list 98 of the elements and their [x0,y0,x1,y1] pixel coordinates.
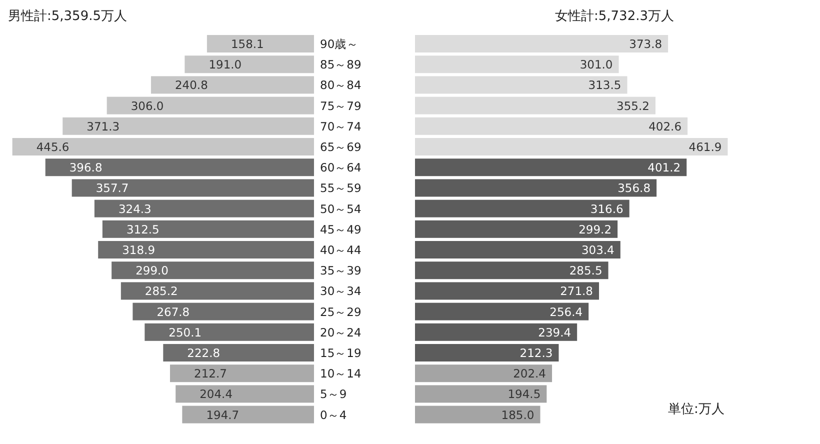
bar [415,406,540,424]
data-label: 357.7 [96,181,129,196]
data-label: 355.2 [616,98,650,113]
data-label: 271.8 [560,284,594,298]
bar [206,35,314,52]
bar [415,344,559,362]
data-label: 402.6 [648,119,682,134]
y-tick-label: 10～14 [320,366,362,381]
data-label: 158.1 [230,37,264,51]
bar [415,179,657,197]
bar [415,282,600,300]
y-tick-label: 60～64 [320,160,362,175]
bar [415,56,619,74]
chart-title: 男性計:5,359.5万人 [8,9,127,24]
y-tick-label: 85～89 [320,58,362,72]
bar [144,323,314,341]
y-tick-label: 90歳～ [320,37,359,51]
y-tick-label: 55～59 [320,181,362,196]
y-tick-label: 80～84 [320,78,362,92]
bar [415,96,656,114]
bar [12,138,314,156]
data-label: 318.9 [122,243,156,257]
chart-title: 女性計:5,732.3万人 [555,9,674,24]
data-label: 301.0 [580,58,613,72]
y-tick-label: 75～79 [320,98,362,113]
annotation: 単位:万人 [668,402,724,417]
bar [415,241,620,258]
data-label: 204.4 [200,387,233,402]
bar [182,406,314,424]
bar [94,200,314,218]
bar [72,179,314,197]
data-label: 445.6 [36,140,70,154]
data-label: 285.2 [144,284,178,298]
y-tick-label: 35～39 [320,264,362,278]
y-tick-label: 65～69 [320,140,362,154]
y-tick-label: 5～9 [320,387,347,402]
bar [184,56,314,74]
bar [415,323,578,341]
bar [176,385,314,403]
y-tick-label: 30～34 [320,284,362,298]
data-label: 222.8 [187,346,220,360]
data-label: 396.8 [69,160,102,175]
bar [415,138,728,156]
data-label: 194.5 [508,387,541,402]
data-label: 250.1 [168,325,202,340]
bar [150,76,314,94]
data-label: 401.2 [648,160,681,175]
data-label: 256.4 [550,304,583,319]
data-label: 191.0 [208,58,242,72]
data-label: 313.5 [588,78,622,92]
data-label: 371.3 [86,119,120,134]
y-tick-label: 20～24 [320,325,362,340]
data-label: 212.3 [520,346,553,360]
data-label: 285.5 [569,264,602,278]
data-label: 316.6 [590,202,624,216]
data-label: 202.4 [513,366,546,381]
bar [163,344,314,362]
bar [102,220,314,238]
bar [415,302,589,320]
data-label: 303.4 [581,243,614,257]
bar [106,96,314,114]
bar [170,364,314,382]
data-label: 324.3 [118,202,152,216]
y-tick-label: 70～74 [320,119,362,134]
data-label: 356.8 [618,181,651,196]
data-label: 306.0 [130,98,164,113]
bar [415,200,630,218]
data-label: 312.5 [126,222,160,236]
y-tick-label: 45～49 [320,222,362,236]
bar [415,158,687,176]
bar [415,385,547,403]
data-label: 240.8 [174,78,208,92]
bar [415,76,628,94]
data-label: 185.0 [501,408,534,422]
data-label: 373.8 [629,37,662,51]
bar [415,35,668,52]
data-label: 461.9 [688,140,722,154]
data-label: 239.4 [538,325,572,340]
data-label: 212.7 [194,366,227,381]
data-label: 299.0 [136,264,169,278]
bar [112,262,314,280]
data-label: 194.7 [206,408,240,422]
bar [415,364,552,382]
y-tick-label: 25～29 [320,304,362,319]
bar [415,117,688,135]
data-label: 267.8 [156,304,190,319]
y-tick-label: 50～54 [320,202,362,216]
bar [415,220,618,238]
y-tick-label: 15～19 [320,346,362,360]
y-tick-label: 40～44 [320,243,362,257]
bar [62,117,314,135]
bar [120,282,314,300]
bar [415,262,608,280]
data-label: 299.2 [578,222,612,236]
bar [132,302,314,320]
bar [45,158,314,176]
bar [98,241,314,258]
y-tick-label: 0～4 [320,408,347,422]
